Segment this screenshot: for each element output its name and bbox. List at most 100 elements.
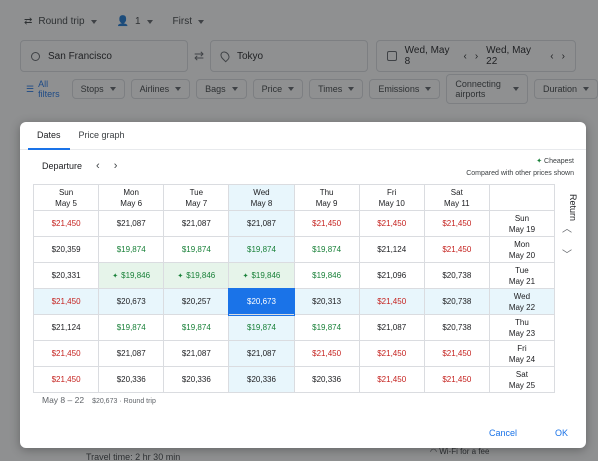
price-cell[interactable]: $21,450	[358, 210, 425, 237]
departure-date-header: Tue May 7	[163, 184, 230, 211]
sparkle-icon: ✦	[536, 158, 545, 165]
sparkle-icon: ✦	[177, 273, 184, 280]
tab-price-graph[interactable]: Price graph	[78, 130, 125, 140]
price-cell[interactable]: $20,673	[98, 288, 165, 315]
price-cell[interactable]: $20,738	[423, 288, 490, 315]
grid-header-row: Sun May 5 Mon May 6 Tue May 7 Wed May 8 Thu May 9…	[32, 184, 556, 211]
table-row: $21,450 $20,673 $20,257 $20,673 $20,313 $21,4…	[32, 287, 556, 316]
chevron-left-icon[interactable]: ‹	[96, 160, 100, 172]
price-cell[interactable]: $21,087	[163, 340, 230, 367]
date-grid-dialog: Dates Price graph Departure ‹ › ✦ Cheape…	[20, 122, 586, 448]
price-value: $19,846	[312, 271, 342, 280]
price-cell[interactable]: $20,738	[423, 262, 490, 289]
chevron-up-icon[interactable]: ︿	[562, 224, 572, 235]
price-value: $21,450	[51, 219, 81, 228]
price-cell[interactable]: $21,450	[423, 236, 490, 263]
header-date: May 6	[120, 198, 143, 208]
dialog-tabs: Dates Price graph	[20, 122, 586, 150]
price-value: $19,874	[312, 323, 342, 332]
price-cell[interactable]: $20,738	[423, 314, 490, 341]
price-cell[interactable]: $20,336	[98, 366, 165, 393]
price-cell[interactable]: $20,673	[227, 287, 296, 316]
price-cell[interactable]: $21,450	[358, 288, 425, 315]
price-value: $21,450	[377, 349, 407, 358]
price-value: $20,673	[247, 297, 276, 306]
price-cell[interactable]: ✦ $19,846	[98, 262, 165, 289]
price-cell[interactable]: $19,874	[228, 236, 295, 263]
price-cell[interactable]: $21,450	[32, 210, 100, 237]
price-cell[interactable]: $21,450	[423, 366, 490, 393]
price-cell[interactable]: $21,450	[358, 366, 425, 393]
price-cell[interactable]: $21,087	[163, 210, 230, 237]
price-value: $20,738	[442, 271, 472, 280]
return-day: Mon	[514, 239, 530, 249]
header-day: Fri	[387, 187, 397, 197]
price-cell[interactable]: $20,257	[163, 288, 230, 315]
price-cell[interactable]: $21,087	[98, 340, 165, 367]
price-cell[interactable]: $21,124	[32, 314, 100, 341]
price-value: $21,450	[442, 219, 472, 228]
price-cell[interactable]: $21,124	[358, 236, 425, 263]
header-day: Sun	[58, 187, 74, 197]
price-cell[interactable]: $20,313	[293, 288, 360, 315]
price-cell[interactable]: $21,450	[293, 340, 360, 367]
price-cell[interactable]: $19,874	[293, 314, 360, 341]
price-cell[interactable]: $19,874	[228, 314, 295, 341]
price-cell[interactable]: $20,359	[32, 236, 100, 263]
price-cell[interactable]: $21,096	[358, 262, 425, 289]
price-cell[interactable]: $21,450	[293, 210, 360, 237]
price-cell[interactable]: $20,331	[32, 262, 100, 289]
price-cell[interactable]: $20,336	[163, 366, 230, 393]
table-row: $21,124 $19,874 $19,874 $19,874 $19,874 $21,0…	[32, 314, 556, 341]
price-cell[interactable]: $21,087	[358, 314, 425, 341]
return-date-cell: Wed May 22	[488, 288, 556, 315]
price-cell[interactable]: ✦ $19,846	[163, 262, 230, 289]
price-cell[interactable]: $21,087	[228, 340, 295, 367]
price-value: $20,331	[51, 271, 81, 280]
chevron-right-icon[interactable]: ›	[113, 160, 118, 172]
return-date: May 25	[508, 380, 536, 390]
price-cell[interactable]: $21,450	[32, 288, 100, 315]
price-cell[interactable]: $19,874	[163, 236, 230, 263]
price-cell[interactable]: $21,450	[423, 340, 490, 367]
price-legend: ✦ Cheapest Compared with other prices sh…	[466, 156, 574, 180]
price-value: $19,874	[312, 245, 342, 254]
price-cell[interactable]: $19,874	[98, 236, 165, 263]
cancel-button[interactable]: Cancel	[488, 428, 517, 438]
price-value: $20,336	[116, 375, 146, 384]
price-cell[interactable]: $21,450	[358, 340, 425, 367]
chevron-down-icon[interactable]: ﹀	[562, 250, 572, 261]
sparkle-icon: ✦	[242, 273, 249, 280]
price-cell[interactable]: ✦ $19,846	[228, 262, 295, 289]
return-date: May 20	[508, 250, 536, 260]
return-date-cell: Sat May 25	[488, 366, 556, 393]
price-cell[interactable]: $20,336	[293, 366, 360, 393]
price-cell[interactable]: $19,874	[98, 314, 165, 341]
price-cell[interactable]: $19,874	[163, 314, 230, 341]
return-date: May 23	[508, 328, 536, 338]
price-value: $19,846	[186, 271, 216, 280]
price-cell[interactable]: $21,450	[32, 340, 100, 367]
price-value: $20,336	[247, 375, 276, 384]
price-cell[interactable]: $19,846	[293, 262, 360, 289]
selected-price-summary: $20,673 · Round trip	[92, 398, 156, 405]
price-cell[interactable]: $21,087	[228, 210, 295, 237]
price-value: $21,450	[312, 219, 342, 228]
price-value: $20,336	[312, 375, 342, 384]
price-cell[interactable]: $19,874	[293, 236, 360, 263]
price-cell[interactable]: $21,450	[423, 210, 490, 237]
price-value: $19,846	[251, 271, 281, 280]
price-value: $20,738	[442, 323, 472, 332]
ok-button[interactable]: OK	[554, 428, 568, 438]
return-day: Sun	[514, 213, 530, 223]
price-cell[interactable]: $21,087	[98, 210, 165, 237]
price-cell[interactable]: $21,450	[32, 366, 100, 393]
price-value: $21,087	[116, 349, 146, 358]
tab-dates[interactable]: Dates	[28, 130, 70, 150]
departure-label: Departure	[42, 161, 83, 171]
price-value: $21,450	[51, 297, 81, 306]
price-value: $19,874	[116, 245, 146, 254]
price-value: $21,096	[377, 271, 407, 280]
price-cell[interactable]: $20,336	[228, 366, 295, 393]
price-value: $21,450	[312, 349, 342, 358]
